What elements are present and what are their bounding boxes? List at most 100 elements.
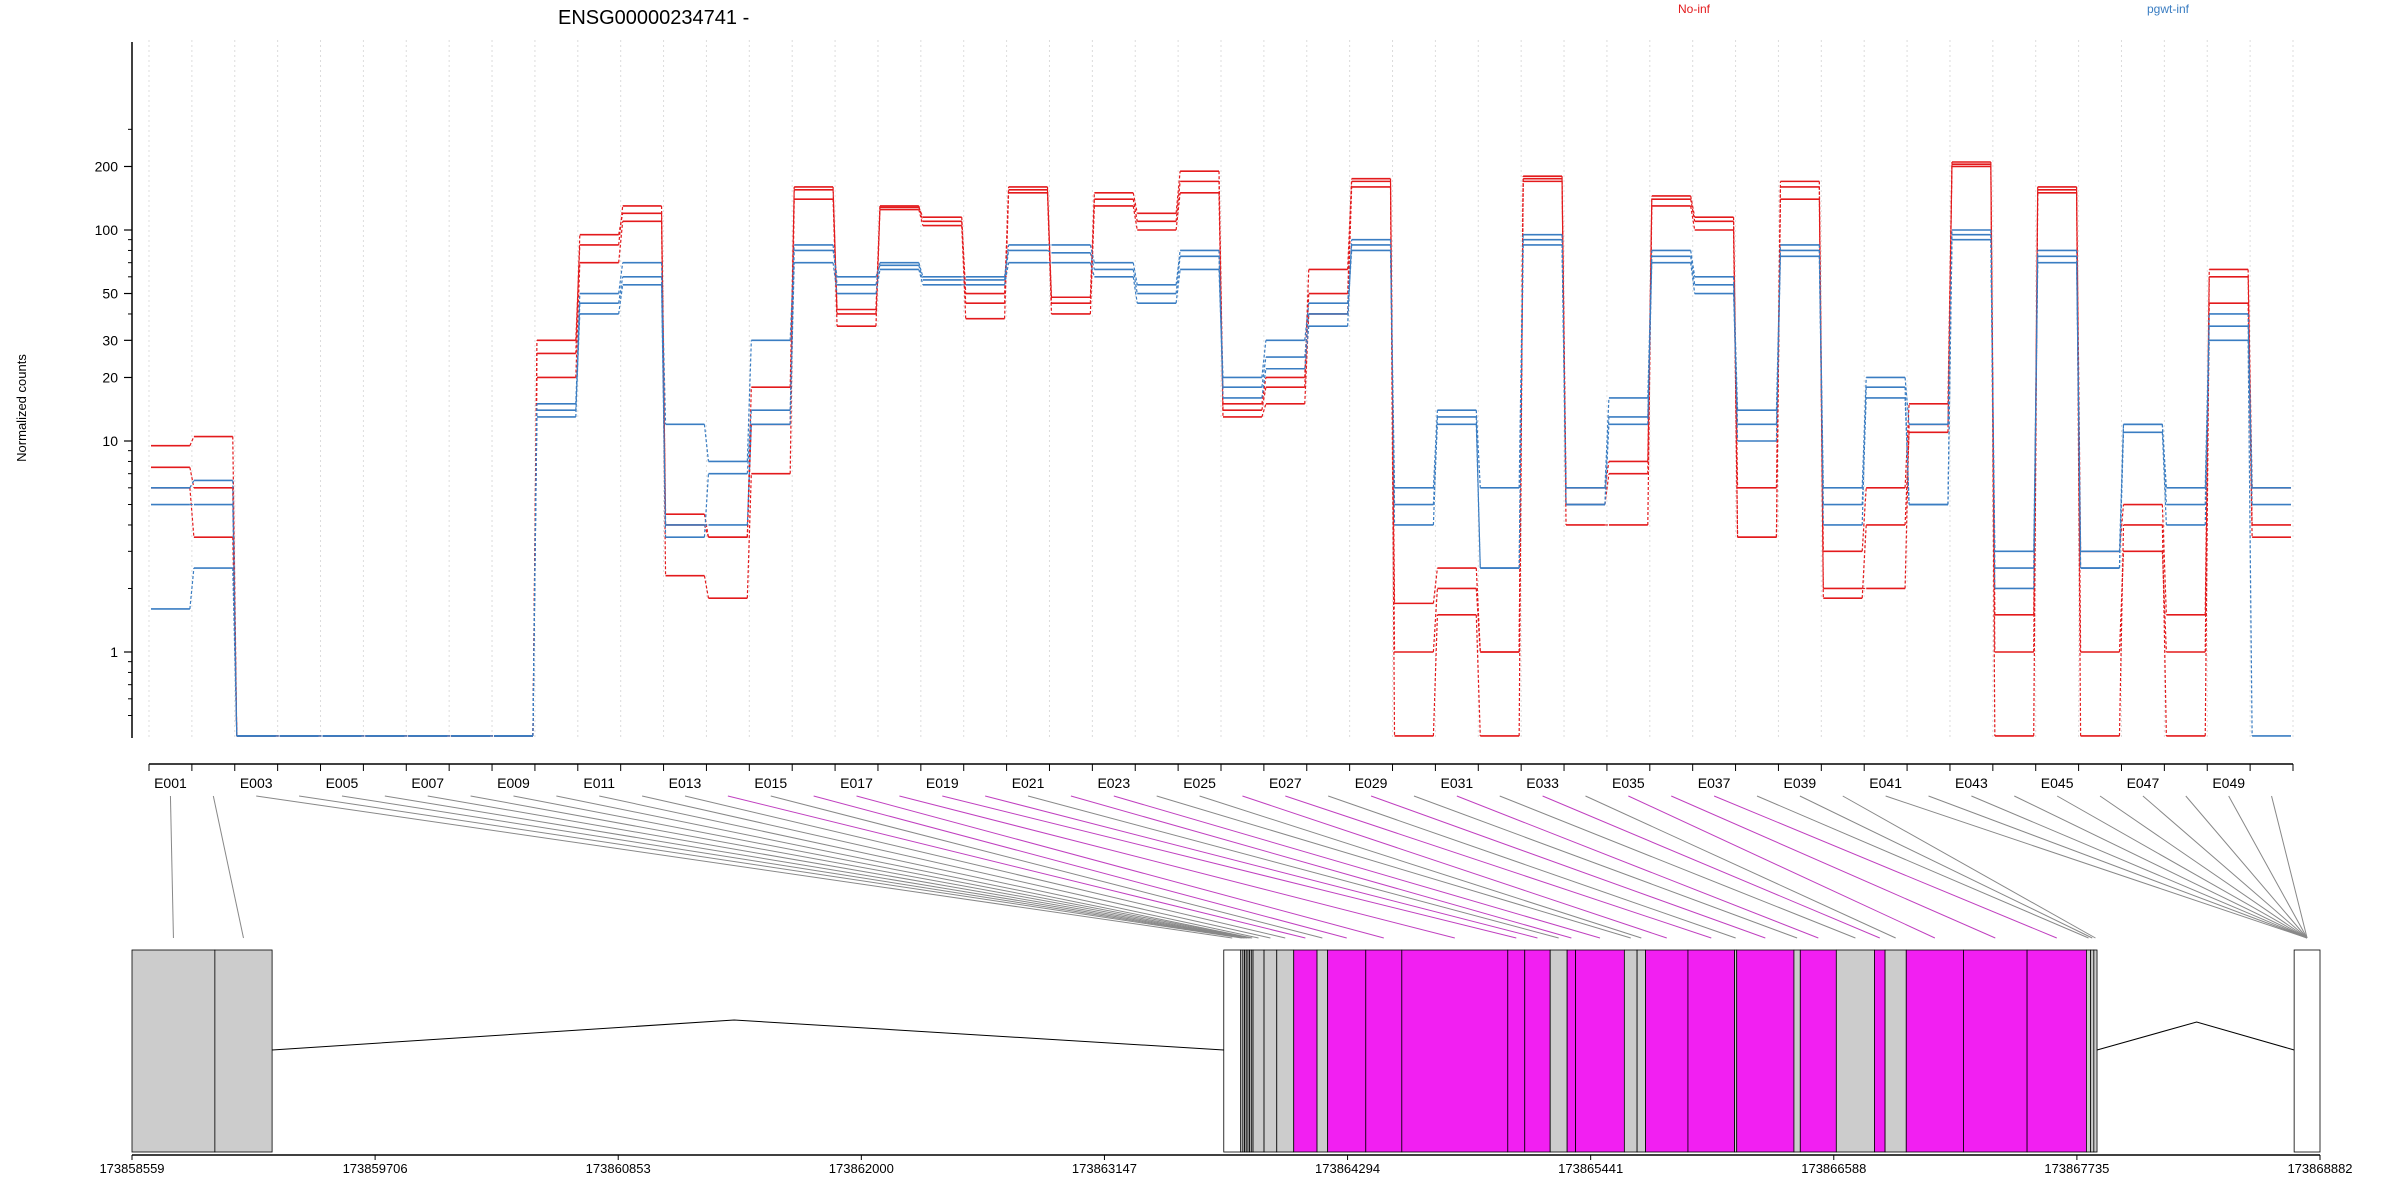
series-step-connector (2247, 313, 2253, 488)
genomic-tick-label: 173867735 (2044, 1161, 2109, 1176)
exon-bin (1401, 949, 1509, 1153)
bin-connector (1370, 795, 1766, 939)
bin-connector (2099, 795, 2308, 939)
genomic-tick-label: 173860853 (586, 1161, 651, 1176)
series-step-connector (1861, 487, 1867, 552)
bin-connector (1928, 795, 2308, 939)
bin-connector (341, 795, 1244, 939)
series-step-connector (746, 340, 752, 462)
bin-connector (1027, 795, 1559, 939)
intron (2096, 1021, 2295, 1051)
series-step-connector (1261, 377, 1267, 404)
bin-connector (727, 795, 1306, 939)
series-step-connector (2118, 432, 2125, 569)
x-tick-label: E005 (326, 775, 359, 791)
bin-connector (2142, 795, 2308, 939)
vertical-gridlines (148, 40, 2294, 740)
series-step-connector (618, 221, 624, 263)
series-step-connector (1775, 250, 1782, 442)
genomic-tick-label: 173863147 (1072, 1161, 1137, 1176)
x-axis: E001 E003 E005 E007 E009 E011 E013 E015 E017 E019… (148, 763, 2294, 791)
series-step-connector (1904, 397, 1910, 505)
series-step-connector (1432, 410, 1438, 488)
series-step-connector (1089, 262, 1095, 277)
bin-connectors (169, 795, 2308, 939)
x-tick-label: E001 (154, 775, 187, 791)
bin-connector (1885, 795, 2308, 939)
series-step-connector (789, 189, 795, 388)
genomic-tick-label: 173866588 (1801, 1161, 1866, 1176)
series-step-connector (1175, 192, 1181, 231)
x-tick-label: E045 (2041, 775, 2074, 791)
bin-connector (1456, 795, 1819, 939)
bin-connector (856, 795, 1384, 939)
x-tick-label: E011 (583, 775, 615, 791)
series-step-connector (189, 487, 195, 538)
gene-model (131, 949, 2321, 1153)
y-axis-label: Normalized counts (14, 354, 29, 462)
x-tick-label: E009 (497, 775, 530, 791)
series-step-connector (1261, 356, 1267, 388)
series-step-connector (1304, 313, 1310, 358)
series-step-connector (189, 480, 195, 489)
series-step-connector (875, 207, 881, 310)
genomic-tick-label: 173864294 (1315, 1161, 1380, 1176)
series-step-connector (1432, 567, 1438, 604)
exon-bin (1799, 949, 1837, 1153)
exon-bin (1645, 949, 1689, 1153)
series-step-connector (789, 244, 795, 341)
exon-bin (1507, 949, 1526, 1153)
series-step-connector (575, 244, 581, 341)
bin-connector (299, 795, 1242, 939)
series-step-connector (1432, 588, 1438, 653)
bin-connector (684, 795, 1286, 939)
bin-connector (513, 795, 1251, 939)
series-step-connector (1218, 256, 1224, 398)
series-step-connector (1732, 229, 1739, 538)
series-step-connector (1690, 199, 1696, 222)
series-step-connector (1818, 181, 1824, 552)
series-step-connector (875, 265, 881, 278)
series-step-connector (1775, 181, 1782, 488)
exon-bin (1566, 949, 1577, 1153)
series-step-connector (1818, 250, 1824, 525)
exon-bin (1223, 949, 1242, 1153)
exon-bin (1524, 949, 1551, 1153)
series-step-connector (1561, 239, 1567, 505)
y-tick-label: 30 (102, 332, 118, 348)
exon-bin (1316, 949, 1329, 1153)
bin-connector (1542, 795, 1880, 939)
series-step-connector (918, 207, 924, 218)
series-step-connector (1046, 189, 1053, 298)
series-step-connector (1861, 524, 1867, 599)
series-step-connector (1475, 568, 1481, 653)
x-tick-label: E029 (1355, 775, 1388, 791)
series-step-connector (1604, 461, 1610, 488)
series-step-connector (961, 225, 967, 319)
exon-bin (1736, 949, 1795, 1153)
y-tick-label: 10 (102, 433, 118, 449)
bin-connector (384, 795, 1246, 939)
exon-bin (1636, 949, 1646, 1153)
series-step-connector (2204, 313, 2210, 488)
x-tick-label: E013 (669, 775, 702, 791)
series-step-connector (961, 217, 967, 294)
series-step-connector (1132, 192, 1138, 214)
series-step-connector (1046, 192, 1053, 314)
x-tick-label: E031 (1440, 775, 1473, 791)
bin-connector (1756, 795, 2089, 939)
series-step-connector (2118, 551, 2125, 653)
series-step-connector (660, 284, 667, 538)
series-step-connector (2033, 256, 2039, 569)
bin-connector (470, 795, 1249, 939)
bin-connector (1499, 795, 1856, 939)
bin-connector (1671, 795, 1996, 939)
exon-bin (1623, 949, 1638, 1153)
bin-connector (770, 795, 1323, 939)
y-tick-label: 50 (102, 286, 118, 302)
exon-bin (1874, 949, 1886, 1153)
series-step-connector (532, 410, 538, 736)
series-step-connector (1261, 403, 1267, 418)
series-step-connector (2161, 424, 2167, 505)
y-tick-label: 20 (102, 369, 118, 385)
